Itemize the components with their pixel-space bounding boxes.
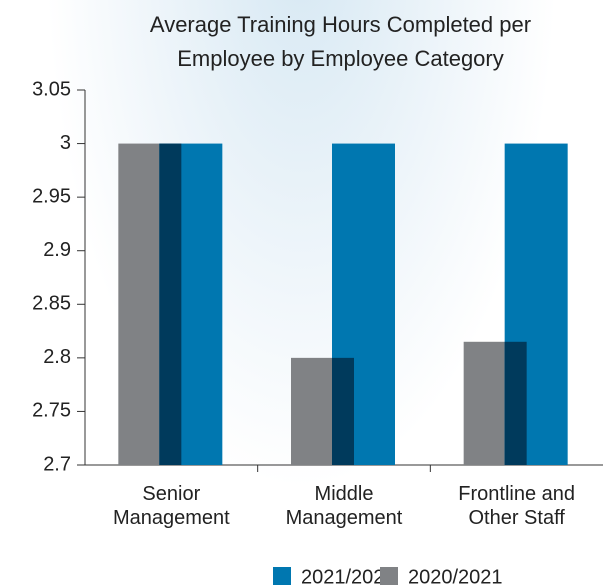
y-tick-label: 2.9 xyxy=(43,239,71,261)
legend-label: 2021/2022 xyxy=(301,566,396,585)
legend-swatch xyxy=(380,567,398,585)
x-tick-label: Middle Management xyxy=(285,483,403,529)
y-tick-label: 2.7 xyxy=(43,453,71,475)
bar-overlap xyxy=(504,341,527,465)
y-tick-label: 2.85 xyxy=(32,293,71,315)
x-tick-label: Senior Management xyxy=(112,483,230,529)
y-tick-label: 2.95 xyxy=(32,185,71,207)
y-tick-label: 2.75 xyxy=(32,400,71,422)
chart-title: Average Training Hours Completed per Emp… xyxy=(149,12,532,71)
x-tick-label: Frontline and Other Staff xyxy=(458,483,576,529)
bar-overlap xyxy=(332,357,354,465)
legend-label: 2020/2021 xyxy=(408,566,503,585)
legend-swatch xyxy=(273,567,291,585)
y-tick-label: 3.05 xyxy=(32,78,71,100)
bar-overlap xyxy=(159,143,182,466)
y-tick-label: 2.8 xyxy=(43,346,71,368)
y-tick-label: 3 xyxy=(60,132,71,154)
